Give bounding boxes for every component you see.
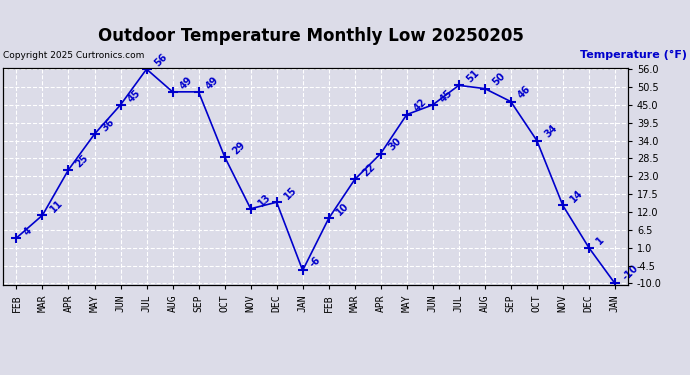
Text: 56: 56 [152, 52, 169, 68]
Text: Temperature (°F): Temperature (°F) [580, 50, 687, 60]
Text: 45: 45 [438, 87, 455, 104]
Text: 42: 42 [413, 97, 429, 114]
Text: -10: -10 [620, 263, 640, 283]
Text: 51: 51 [464, 68, 481, 85]
Text: 49: 49 [204, 75, 221, 91]
Text: 11: 11 [48, 198, 65, 214]
Text: Outdoor Temperature Monthly Low 20250205: Outdoor Temperature Monthly Low 20250205 [97, 27, 524, 45]
Text: 34: 34 [542, 123, 559, 140]
Text: 4: 4 [22, 225, 34, 237]
Text: 1: 1 [594, 235, 607, 247]
Text: 45: 45 [126, 87, 143, 104]
Text: 50: 50 [491, 71, 507, 88]
Text: -6: -6 [308, 255, 323, 270]
Text: 25: 25 [74, 152, 90, 169]
Text: Copyright 2025 Curtronics.com: Copyright 2025 Curtronics.com [3, 51, 145, 60]
Text: 13: 13 [256, 191, 273, 208]
Text: 14: 14 [569, 188, 585, 205]
Text: 10: 10 [334, 201, 351, 217]
Text: 15: 15 [282, 185, 299, 201]
Text: 49: 49 [178, 75, 195, 91]
Text: 30: 30 [386, 136, 403, 153]
Text: 22: 22 [360, 162, 377, 179]
Text: 46: 46 [516, 84, 533, 101]
Text: 36: 36 [100, 117, 117, 133]
Text: 29: 29 [230, 140, 247, 156]
